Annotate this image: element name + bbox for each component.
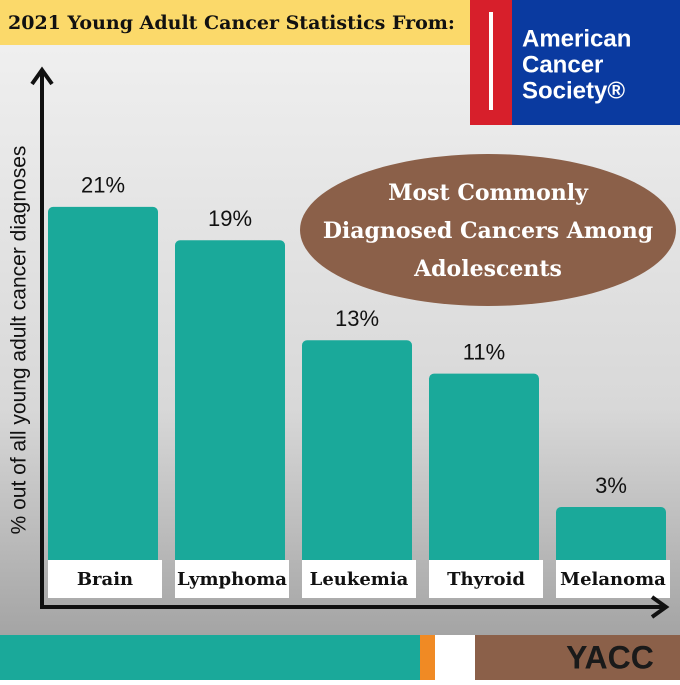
logo-box [512, 0, 680, 125]
y-axis-label: % out of all young adult cancer diagnose… [8, 146, 31, 535]
category-box [302, 560, 416, 598]
category-box [429, 560, 543, 598]
annotation: Diagnosed Cancers Among [323, 218, 653, 244]
bar [48, 206, 158, 565]
category-box [48, 560, 162, 598]
footer-logo: YACC [566, 639, 654, 675]
footer-strip [435, 635, 475, 680]
chart-title: 2021 Young Adult Cancer Statistics From: [8, 12, 455, 34]
footer-strip [0, 635, 420, 680]
value-label: 11% [463, 339, 505, 364]
category-box [175, 560, 289, 598]
logo-text: American [522, 25, 631, 52]
x-tick-label: Brain [77, 569, 133, 590]
logo-text: Society® [522, 77, 625, 104]
value-label: 3% [595, 473, 627, 498]
bar [429, 373, 539, 565]
bar [556, 506, 666, 565]
y-axis-arrow [30, 66, 54, 86]
annotation: Adolescents [413, 256, 562, 282]
category-box [556, 560, 670, 598]
x-tick-label: Lymphoma [177, 569, 287, 590]
annotation-bubble [300, 154, 676, 306]
value-label: 21% [81, 173, 125, 198]
x-axis-arrow [650, 595, 670, 619]
footer-strip [420, 635, 435, 680]
bar [175, 240, 285, 565]
x-tick-label: Thyroid [447, 569, 525, 590]
logo-text: Cancer [522, 51, 603, 78]
value-label: 13% [335, 306, 379, 331]
annotation: Most Commonly [388, 180, 589, 206]
bar [302, 340, 412, 565]
value-label: 19% [208, 206, 252, 231]
x-tick-label: Melanoma [560, 569, 666, 590]
footer-strip [475, 635, 680, 680]
bars: 21% Brain 19% Lymphoma 13% Leukemia 11% Thyroid… [48, 173, 670, 598]
x-tick-label: Leukemia [310, 569, 409, 590]
